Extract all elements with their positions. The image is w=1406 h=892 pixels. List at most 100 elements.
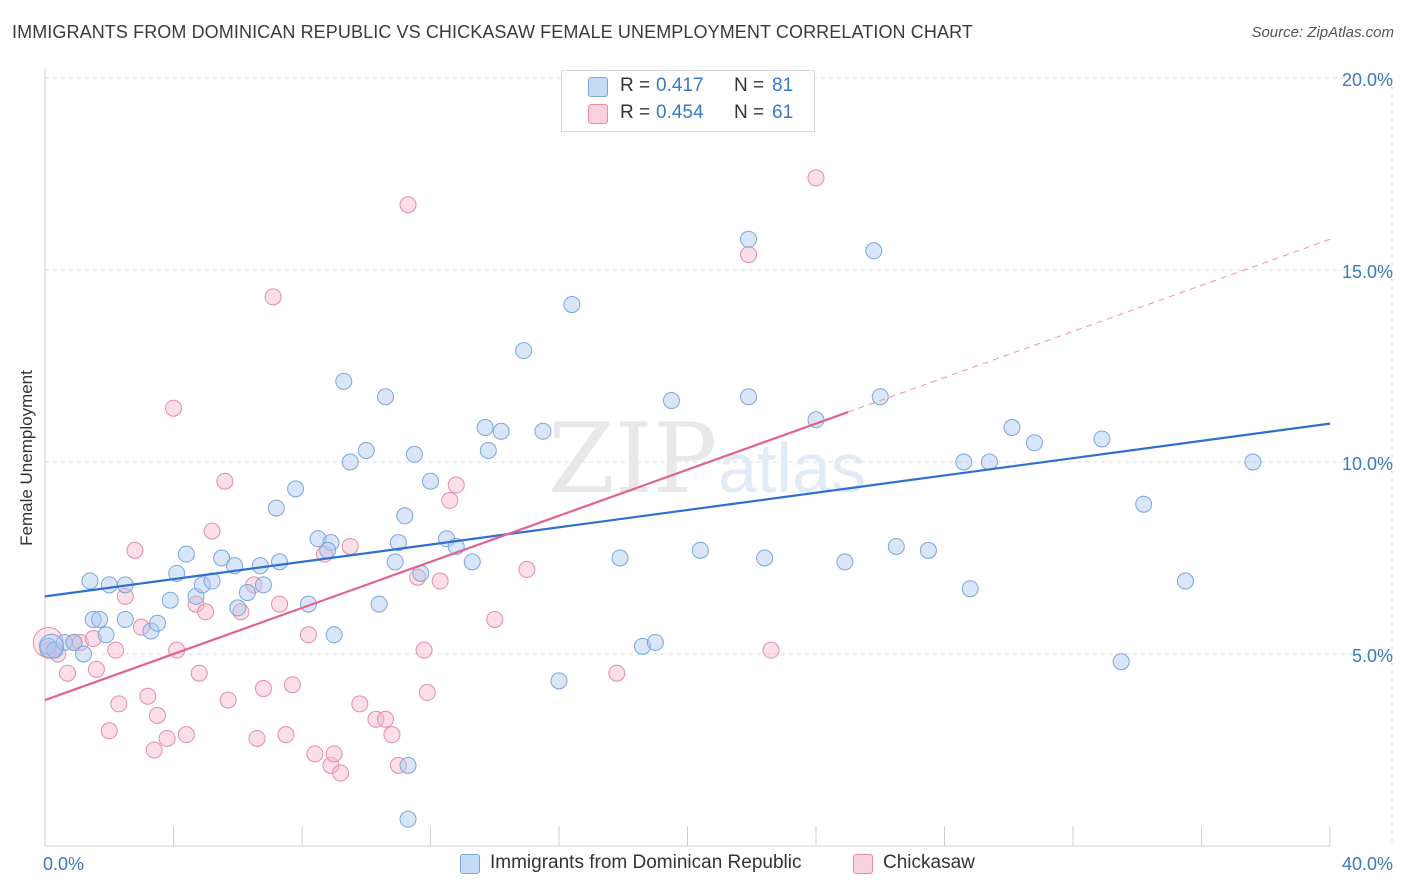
chickasaw-point	[58, 664, 76, 682]
dominican-point	[515, 342, 533, 360]
chickasaw-point	[325, 745, 343, 763]
chickasaw-point	[277, 726, 295, 744]
chickasaw-point	[145, 741, 163, 759]
chickasaw-point	[165, 399, 182, 417]
legend-r-label: R =	[620, 102, 651, 123]
dominican-point	[193, 576, 211, 594]
watermark: ZIP atlas	[548, 403, 866, 515]
chickasaw-point	[341, 537, 359, 555]
legend-r-label: R =	[620, 75, 651, 96]
dominican-point	[756, 549, 774, 567]
chickasaw-point	[608, 664, 626, 682]
chickasaw-point	[190, 664, 208, 682]
legend-swatch-blue	[588, 77, 608, 97]
dominican-point	[116, 610, 134, 628]
chickasaw-point	[399, 196, 417, 214]
dominican-point	[1176, 572, 1194, 590]
dominican-point	[646, 633, 664, 651]
dominican-point	[370, 595, 388, 613]
chickasaw-point	[486, 610, 504, 628]
chickasaw-point	[441, 491, 459, 509]
y-tick-label: 10.0%	[1342, 454, 1393, 474]
dominican-point	[479, 441, 497, 459]
dominican-point	[740, 388, 758, 406]
x-tick-label: 0.0%	[43, 854, 84, 874]
dominican-point	[563, 296, 581, 314]
axes	[44, 68, 1331, 847]
dominican-point	[319, 541, 337, 559]
dominican-point	[75, 645, 93, 663]
dominican-point	[100, 576, 118, 594]
dominican-point	[65, 633, 83, 651]
trend-lines	[44, 238, 1331, 702]
dominican-point	[919, 541, 937, 559]
legend-swatch-pink	[588, 104, 608, 124]
dominican-point	[463, 553, 481, 571]
dominican-point	[534, 422, 552, 440]
chickasaw-point	[203, 522, 221, 540]
chickasaw-point	[351, 695, 369, 713]
dominican-point	[399, 756, 417, 774]
chickasaw-point	[367, 710, 385, 728]
y-tick-label: 5.0%	[1352, 646, 1393, 666]
legend-r-value: 0.454	[656, 102, 704, 123]
dominican-point	[148, 614, 166, 632]
dominican-point	[357, 441, 375, 459]
dominican-point	[871, 388, 889, 406]
chickasaw-point	[264, 288, 282, 306]
chickasaw-point	[254, 680, 272, 698]
chickasaw-point	[415, 641, 433, 659]
chickasaw-point	[100, 722, 118, 740]
chickasaw-point	[447, 476, 465, 494]
chickasaw-point	[148, 706, 166, 724]
dominican-point	[836, 553, 854, 571]
chickasaw-point	[389, 756, 407, 774]
dominican-point	[396, 507, 414, 525]
dominican-point	[254, 576, 272, 594]
dominican-point	[1135, 495, 1153, 513]
dominican-point	[84, 610, 102, 628]
legend-n-value: 61	[772, 102, 794, 123]
dominican-point	[399, 810, 417, 828]
chickasaw-point	[110, 695, 128, 713]
chickasaw-point	[107, 641, 125, 659]
chickasaw-point	[299, 626, 317, 644]
dominican-point	[341, 453, 359, 471]
bottom-legend-swatch-pink	[853, 854, 873, 874]
chickasaw-point	[216, 472, 234, 490]
chickasaw-point	[132, 618, 150, 636]
dominican-point	[267, 499, 285, 517]
legend-n-label: N =	[734, 102, 765, 123]
dominican-point	[177, 545, 195, 563]
dominican-point	[740, 230, 758, 248]
dominican-point	[91, 610, 109, 628]
chickasaw-point	[740, 246, 758, 264]
chickasaw-point	[248, 729, 266, 747]
dominican-trend-line	[44, 422, 1331, 598]
dominican-point	[238, 584, 256, 602]
dominican-point	[325, 626, 343, 644]
chickasaw-point	[518, 561, 536, 579]
dominican-point	[550, 672, 568, 690]
chickasaw-point	[177, 726, 195, 744]
y-tick-label: 20.0%	[1342, 70, 1393, 90]
dominican-point	[335, 372, 353, 390]
chickasaw-point	[84, 630, 102, 648]
watermark-zip: ZIP	[548, 403, 717, 515]
chickasaw-point	[431, 572, 449, 590]
dominican-cluster-point	[38, 633, 64, 659]
dominican-point	[961, 580, 979, 598]
chickasaw-point	[762, 641, 780, 659]
chickasaw-point	[383, 726, 401, 744]
chickasaw-trend-line	[44, 411, 849, 702]
dominican-point	[955, 453, 973, 471]
dominican-point	[1003, 418, 1021, 436]
chickasaw-point	[807, 169, 825, 187]
y-tick-label: 15.0%	[1342, 262, 1393, 282]
dominican-point	[887, 537, 905, 555]
chickasaw-point	[116, 587, 134, 605]
legend-box: R = 0.417 N = 81 R = 0.454 N = 61	[561, 70, 815, 132]
dominican-point	[81, 572, 99, 590]
dominican-point	[691, 541, 709, 559]
